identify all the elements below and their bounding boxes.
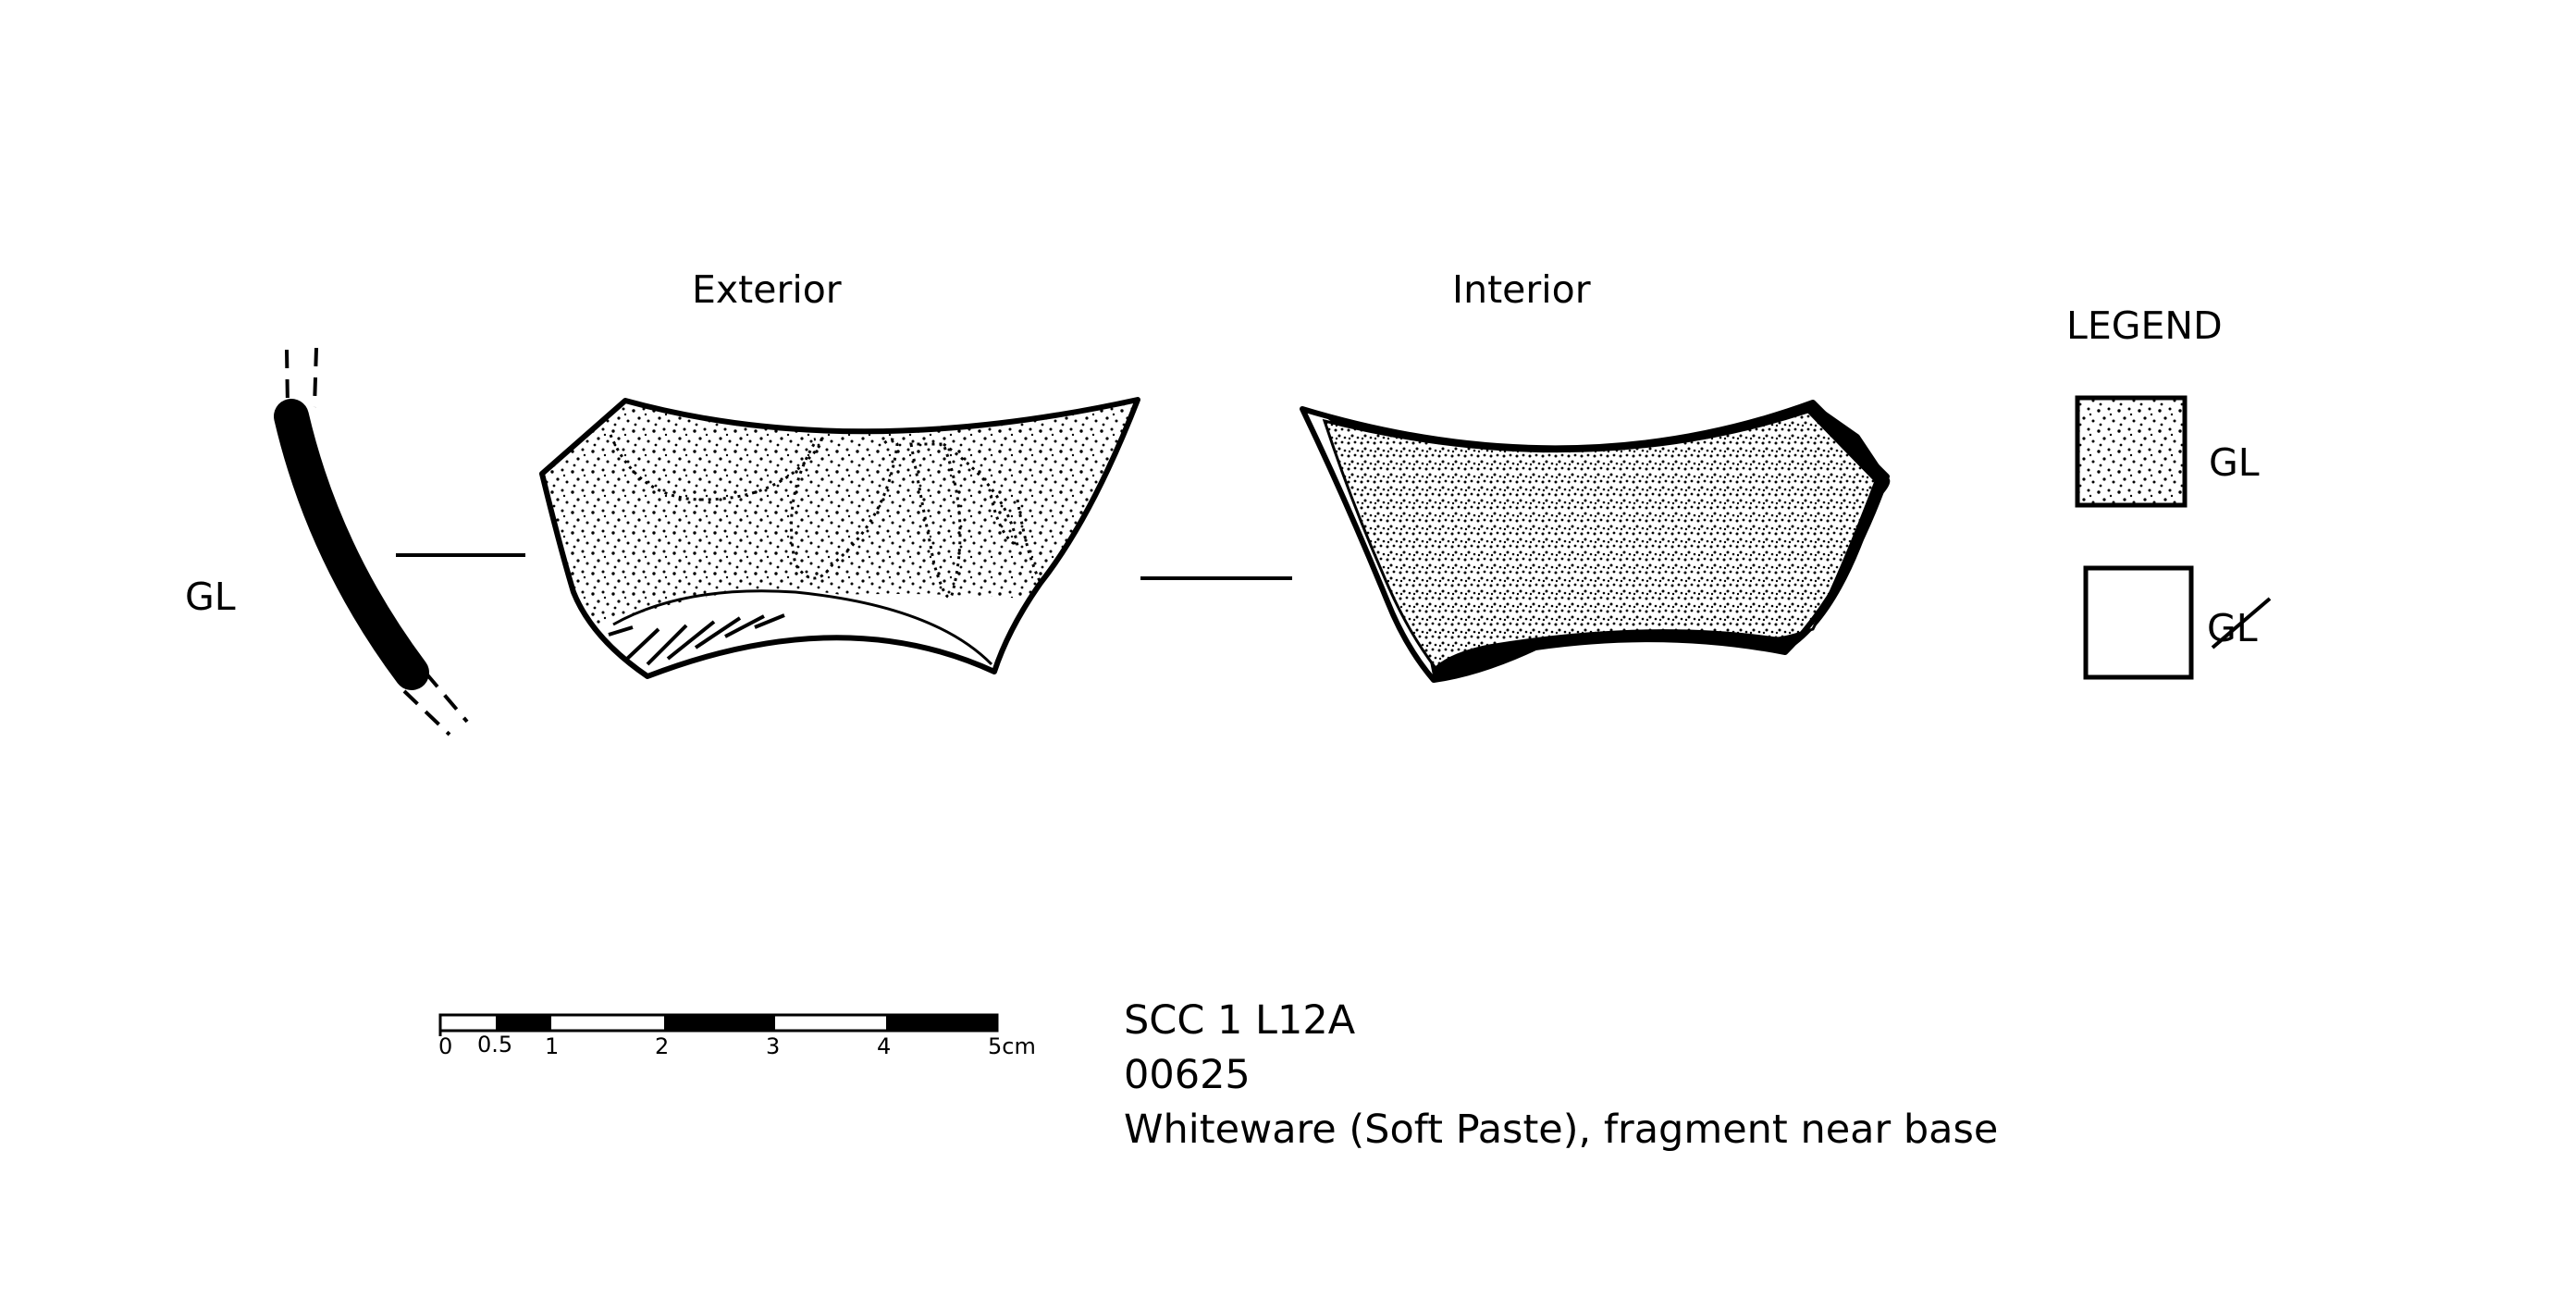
legend-title: LEGEND <box>2066 303 2223 348</box>
profile-section <box>274 347 469 736</box>
scale-tick-4: 4 <box>877 1033 892 1059</box>
scale-tick-1: 1 <box>545 1033 560 1059</box>
legend-label-glazed: GL <box>2209 440 2260 485</box>
scale-tick-0-5: 0.5 <box>477 1032 513 1057</box>
exterior-heading: Exterior <box>692 267 842 312</box>
legend-label-unglazed: GL <box>2207 606 2258 650</box>
caption-number: 00625 <box>1124 1052 1251 1098</box>
scale-tick-5cm: 5cm <box>988 1033 1036 1059</box>
scale-tick-0: 0 <box>438 1033 453 1059</box>
profile-label: GL <box>185 575 236 619</box>
sherd-exterior-view <box>539 397 1140 679</box>
scale-tick-3: 3 <box>766 1033 781 1059</box>
legend-swatch-glazed <box>2075 395 2188 508</box>
caption-context: SCC 1 L12A <box>1124 997 1356 1044</box>
sherd-interior-view <box>1300 400 1891 683</box>
caption-description: Whiteware (Soft Paste), fragment near ba… <box>1124 1107 1999 1153</box>
legend-strike-line <box>2211 597 2272 649</box>
legend-swatch-unglazed <box>2083 565 2194 680</box>
legend-swatches <box>2075 395 2272 680</box>
scale-bar <box>438 1013 999 1036</box>
scale-tick-2: 2 <box>655 1033 670 1059</box>
interior-heading: Interior <box>1452 267 1591 312</box>
